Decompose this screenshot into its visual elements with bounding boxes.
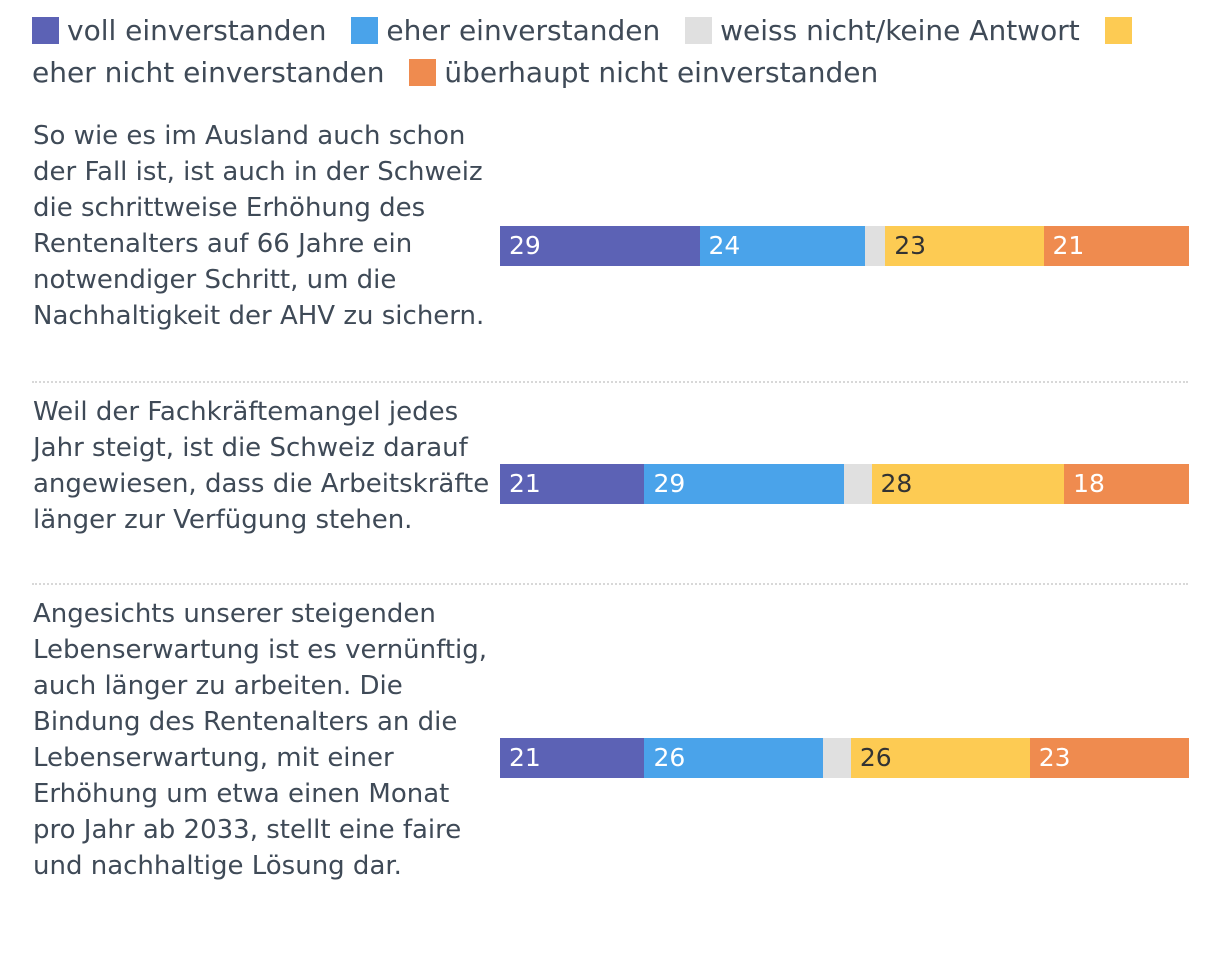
legend-swatch-ueberhaupt-nicht xyxy=(409,59,437,86)
bar-value-label: 29 xyxy=(653,469,686,498)
row-divider-1 xyxy=(32,381,1188,383)
bar-value-label: 18 xyxy=(1073,469,1105,498)
bar-value-label: 21 xyxy=(509,743,541,772)
bar-segment-eher-nicht-einverstanden-row-2: 28 xyxy=(871,464,1065,504)
legend-item-weiss-nicht: weiss nicht/keine Antwort xyxy=(685,14,1080,47)
legend-label-eher-nicht: eher nicht einverstanden xyxy=(32,56,385,89)
legend-swatch-eher-nicht xyxy=(1104,17,1132,44)
row-label-1: So wie es im Ausland auch schon der Fall… xyxy=(33,121,485,331)
row-label-3: Angesichts unserer steigenden Lebenserwa… xyxy=(33,599,488,881)
bar-value-label: 21 xyxy=(509,469,541,498)
bar-segment-weiss-nicht-keine-antwort-row-1 xyxy=(864,226,886,266)
bar-segment-ueberhaupt-nicht-einverstanden-row-2: 18 xyxy=(1064,464,1189,504)
bar-value-label: 26 xyxy=(859,743,892,772)
bar-value-label: 23 xyxy=(894,231,927,260)
bar-segment-voll-einverstanden-row-2: 21 xyxy=(500,464,646,504)
legend-item-voll: voll einverstanden xyxy=(32,14,326,47)
bar-segment-eher-nicht-einverstanden-row-1: 23 xyxy=(885,226,1045,266)
bar-segment-weiss-nicht-keine-antwort-row-3 xyxy=(823,738,852,778)
bar-segment-eher-einverstanden-row-2: 29 xyxy=(644,464,845,504)
legend-swatch-weiss-nicht xyxy=(685,17,713,44)
row-divider-2 xyxy=(32,583,1188,585)
bar-segment-eher-einverstanden-row-1: 24 xyxy=(699,226,866,266)
legend-label-voll: voll einverstanden xyxy=(67,14,327,47)
bar-row-1: 29 24 23 21 xyxy=(500,226,1189,266)
bar-value-label: 29 xyxy=(509,231,541,260)
bar-segment-voll-einverstanden-row-1: 29 xyxy=(500,226,701,266)
bar-segment-ueberhaupt-nicht-einverstanden-row-1: 21 xyxy=(1043,226,1189,266)
legend-label-eher: eher einverstanden xyxy=(386,14,661,47)
bar-value-label: 26 xyxy=(653,743,686,772)
bar-segment-eher-nicht-einverstanden-row-3: 26 xyxy=(850,738,1031,778)
chart-legend: voll einverstanden eher einverstanden we… xyxy=(32,10,1192,94)
legend-label-weiss-nicht: weiss nicht/keine Antwort xyxy=(720,14,1080,47)
bar-row-2: 21 29 28 18 xyxy=(500,464,1189,504)
bar-value-label: 28 xyxy=(880,469,913,498)
bar-segment-voll-einverstanden-row-3: 21 xyxy=(500,738,646,778)
row-label-2: Weil der Fachkräftemangel jedes Jahr ste… xyxy=(33,397,490,535)
bar-value-label: 24 xyxy=(708,231,741,260)
bar-value-label: 23 xyxy=(1038,743,1071,772)
bar-segment-ueberhaupt-nicht-einverstanden-row-3: 23 xyxy=(1029,738,1189,778)
legend-label-ueberhaupt-nicht: überhaupt nicht einverstanden xyxy=(444,56,879,89)
bar-segment-eher-einverstanden-row-3: 26 xyxy=(644,738,824,778)
legend-swatch-voll xyxy=(32,17,59,44)
bar-segment-weiss-nicht-keine-antwort-row-2 xyxy=(844,464,873,504)
legend-item-eher-nicht: eher nicht einverstanden xyxy=(32,14,1140,89)
bar-row-3: 21 26 26 23 xyxy=(500,738,1189,778)
bar-value-label: 21 xyxy=(1052,231,1085,260)
legend-item-ueberhaupt-nicht: überhaupt nicht einverstanden xyxy=(409,56,878,89)
legend-swatch-eher xyxy=(351,17,379,44)
legend-item-eher: eher einverstanden xyxy=(351,14,660,47)
